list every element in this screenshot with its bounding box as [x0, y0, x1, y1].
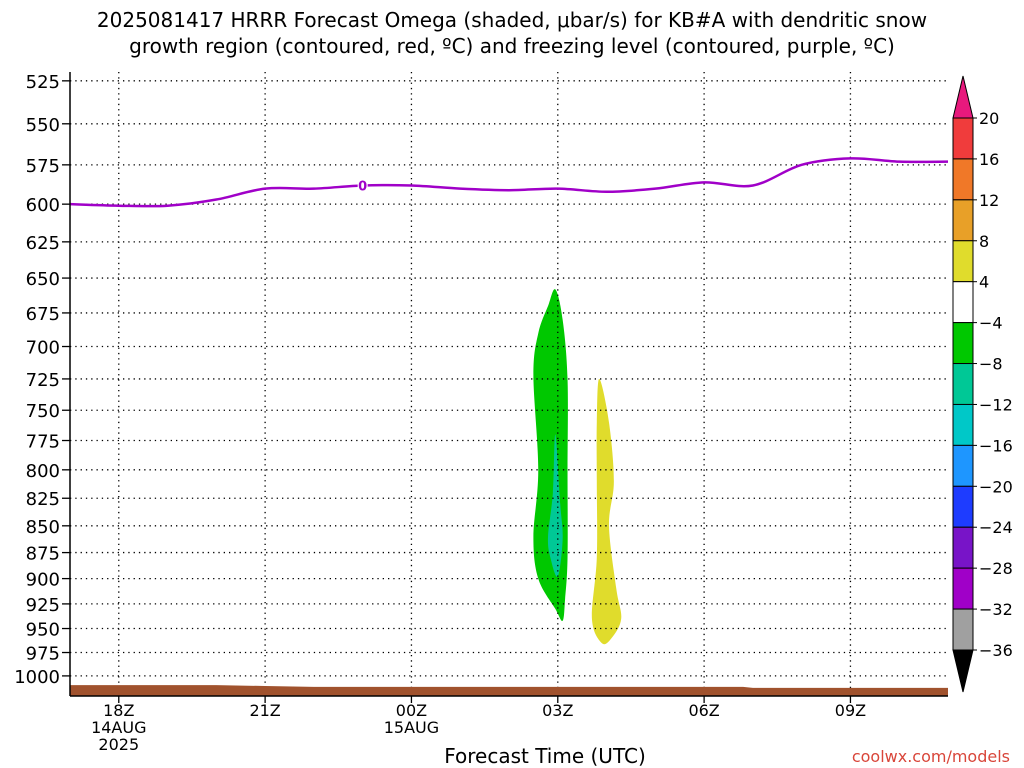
y-tick-label-575: 575: [26, 156, 60, 177]
colorbar-label-7: −12: [979, 395, 1013, 414]
y-tick-label-725: 725: [26, 370, 60, 391]
y-tick-label-625: 625: [26, 233, 60, 254]
colorbar-label-1: 16: [979, 150, 999, 169]
y-tick-label-775: 775: [26, 432, 60, 453]
y-tick-label-850: 850: [26, 517, 60, 538]
chart-title-line-1: 2025081417 HRRR Forecast Omega (shaded, …: [96, 8, 928, 32]
chart-title-line-2: growth region (contoured, red, ºC) and f…: [129, 34, 895, 58]
colorbar-label-4: 4: [979, 273, 989, 292]
x-tick-label-9-0: 03Z: [542, 701, 573, 720]
colorbar-box-7: [952, 403, 974, 446]
freezing-label-bg: [357, 177, 368, 194]
colorbar-label-11: −28: [979, 559, 1013, 578]
colorbar-label-3: 8: [979, 232, 989, 251]
x-tick-label-15-0: 09Z: [835, 701, 866, 720]
colorbar-label-0: 20: [979, 109, 999, 128]
colorbar-label-13: −36: [979, 641, 1013, 660]
colorbar-arrow-bottom: [952, 649, 974, 693]
colorbar-box-8: [952, 444, 974, 487]
y-tick-label-800: 800: [26, 461, 60, 482]
colorbar-box-0: [952, 117, 974, 160]
colorbar-label-10: −24: [979, 518, 1013, 537]
y-tick-label-675: 675: [26, 304, 60, 325]
y-tick-label-600: 600: [26, 195, 60, 216]
omega-region-0: [533, 289, 568, 621]
colorbar-box-3: [952, 240, 974, 283]
freezing-level-label: 0: [358, 179, 367, 194]
colorbar-arrow-top: [952, 75, 974, 119]
colorbar-label-9: −20: [979, 477, 1013, 496]
omega-region-2: [591, 378, 622, 645]
colorbar-label-2: 12: [979, 191, 999, 210]
y-tick-label-700: 700: [26, 338, 60, 359]
x-axis-title: Forecast Time (UTC): [444, 744, 646, 768]
x-tick-label-12-0: 06Z: [688, 701, 719, 720]
colorbar-box-10: [952, 526, 974, 569]
terrain-layer: [70, 685, 948, 696]
x-tick-label-0-0: 18Z: [103, 701, 134, 720]
x-tick-label-0-1: 14AUG: [91, 718, 146, 737]
x-tick-label-3-0: 21Z: [249, 701, 280, 720]
omega-region-1: [547, 434, 563, 577]
colorbar-box-5: [952, 322, 974, 365]
y-tick-label-550: 550: [26, 115, 60, 136]
colorbar-box-1: [952, 158, 974, 201]
y-tick-label-875: 875: [26, 544, 60, 565]
omega-fill-layer: [533, 289, 622, 645]
freezing-level-layer: 0: [69, 157, 949, 208]
y-tick-label-825: 825: [26, 489, 60, 510]
y-tick-label-900: 900: [26, 570, 60, 591]
colorbar-label-8: −16: [979, 436, 1013, 455]
y-tick-label-525: 525: [26, 72, 60, 93]
y-tick-label-650: 650: [26, 269, 60, 290]
freezing-level-line: [69, 157, 949, 208]
y-tick-label-925: 925: [26, 595, 60, 616]
terrain-fill: [70, 685, 948, 696]
grid-layer: [70, 72, 948, 696]
axes-layer: 525 550 575 600 625 650 675 700 725 750 775 800 825 8…: [14, 72, 948, 768]
colorbar-box-12: [952, 608, 974, 651]
y-tick-label-975: 975: [26, 644, 60, 665]
x-tick-label-0-2: 2025: [98, 735, 139, 754]
y-tick-label-950: 950: [26, 620, 60, 641]
colorbar-label-6: −8: [979, 355, 1003, 374]
x-tick-label-6-1: 15AUG: [384, 718, 439, 737]
y-tick-label-1000: 1000: [14, 667, 60, 688]
colorbar-box-4: [952, 281, 974, 324]
colorbar-box-11: [952, 567, 974, 610]
credit-text: coolwx.com/models: [851, 747, 1010, 766]
y-tick-label-750: 750: [26, 401, 60, 422]
colorbar-box-6: [952, 363, 974, 405]
colorbar-layer: 20 16 12 8 4 −4 −8 −12 −16 −20 −24 −28 −32 −36: [952, 75, 1013, 693]
x-tick-label-6-0: 00Z: [396, 701, 427, 720]
colorbar-box-9: [952, 485, 974, 528]
colorbar-label-12: −32: [979, 600, 1013, 619]
colorbar-label-5: −4: [979, 314, 1003, 333]
colorbar-box-2: [952, 199, 974, 242]
